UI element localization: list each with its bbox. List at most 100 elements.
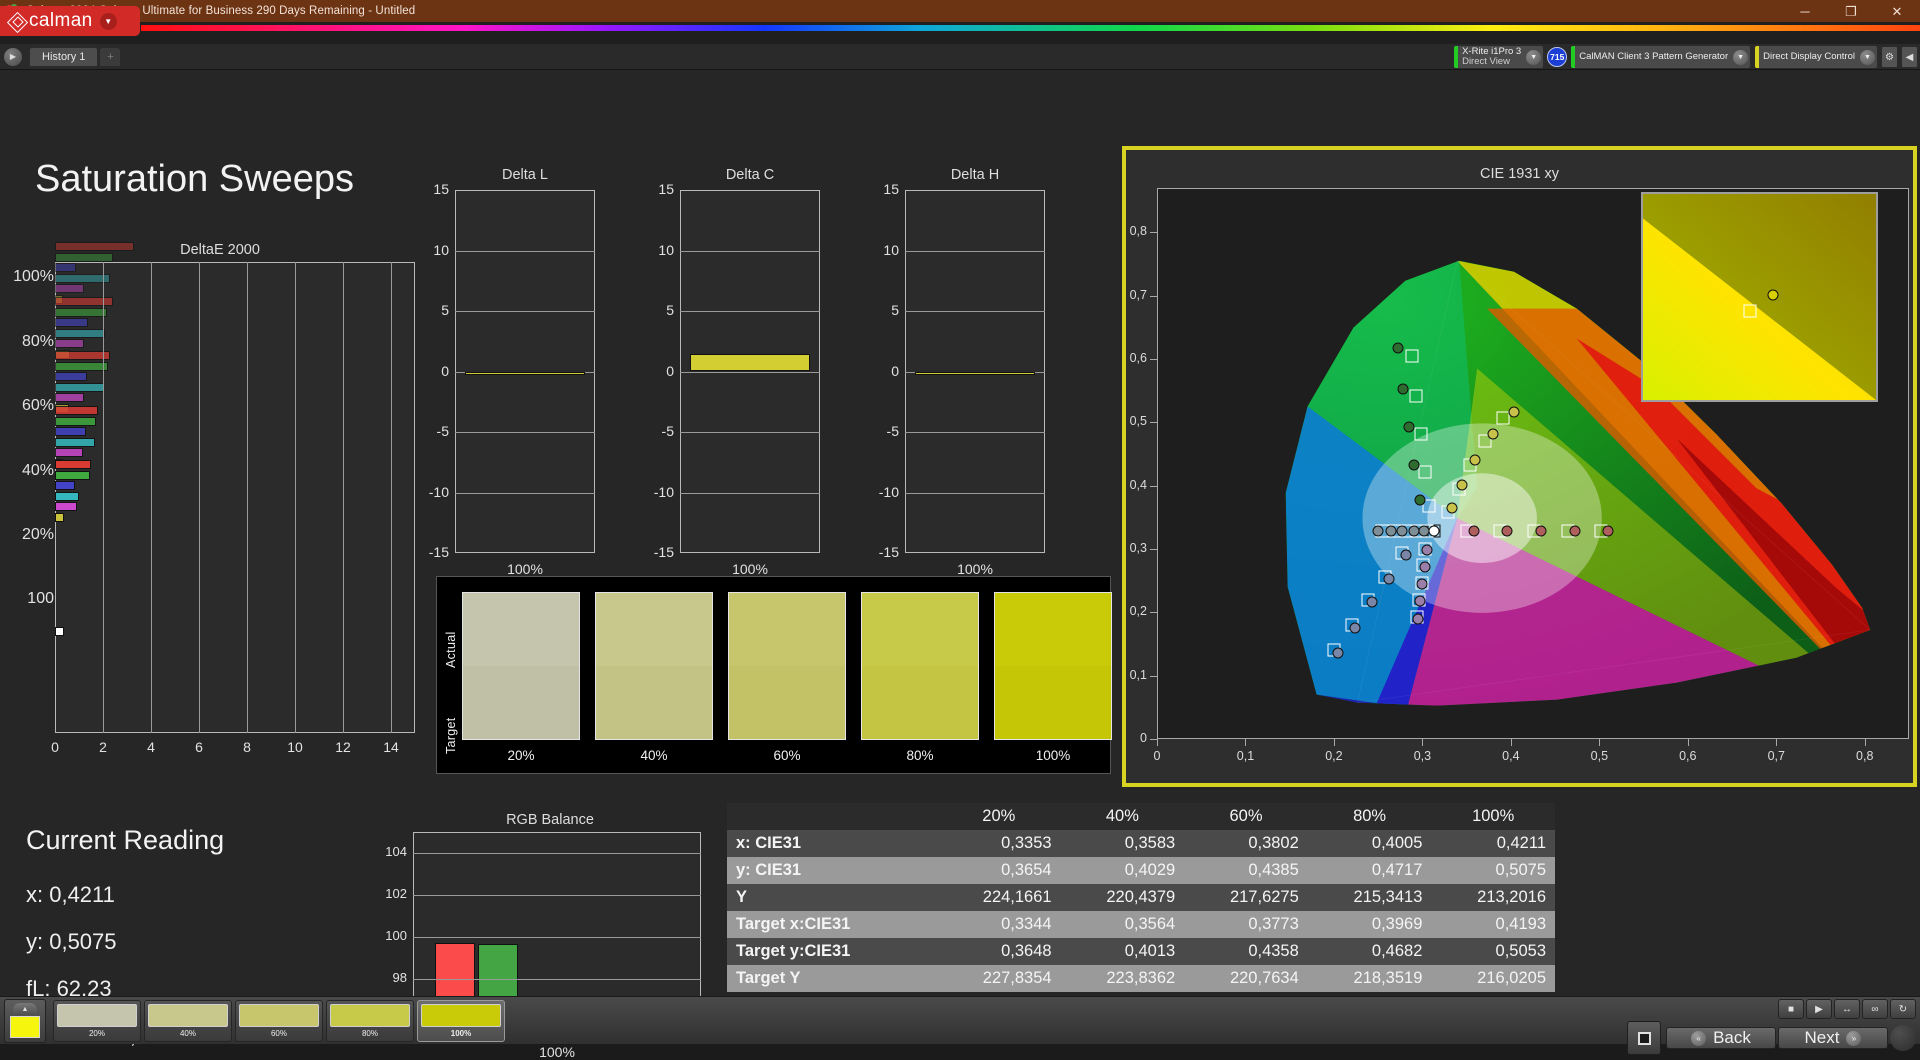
cie-target-point [1496, 411, 1510, 425]
gridline [103, 262, 104, 733]
next-label: Next [1804, 1028, 1840, 1047]
cie-measured-point [1408, 459, 1420, 471]
close-button[interactable]: ✕ [1891, 3, 1903, 19]
step-icon[interactable]: ↔ [1834, 999, 1860, 1019]
swatch-tray-item[interactable]: 60% [235, 999, 323, 1042]
restore-button[interactable]: ❐ [1845, 3, 1857, 19]
status-badge[interactable]: 715 [1547, 47, 1568, 67]
deltae-bar [55, 328, 106, 338]
swatch-tray-item[interactable]: 80% [326, 999, 414, 1042]
gridline [680, 250, 820, 252]
cie-inset-zoom[interactable] [1641, 192, 1878, 402]
table-cell: 0,3583 [1124, 834, 1176, 852]
deltae-bar [55, 273, 111, 283]
cie-x-tick: 0,4 [1502, 749, 1520, 763]
back-button[interactable]: « Back [1666, 1027, 1776, 1049]
cie-measured-point [1535, 525, 1547, 537]
deltae-bar [55, 372, 87, 382]
next-button[interactable]: Next » [1778, 1027, 1888, 1049]
loop-icon[interactable]: ∞ [1862, 999, 1888, 1019]
play-icon[interactable]: ▶ [1806, 999, 1832, 1019]
swatch-tray-item[interactable]: 100% [417, 999, 505, 1042]
add-tab-button[interactable]: + [100, 47, 121, 66]
swatch-tray-item[interactable]: 40% [144, 999, 232, 1042]
deltae-bar [55, 437, 96, 447]
cie-x-tick: 0 [1153, 749, 1161, 763]
delta-y-tick: -5 [886, 423, 899, 439]
delta-x-label: 100% [507, 561, 543, 577]
deltae-white-marker [55, 627, 64, 636]
gear-icon[interactable]: ⚙ [1881, 46, 1898, 68]
gridline [680, 432, 820, 433]
deltae-y-tick: 100 [27, 590, 54, 607]
delta-chart-title: Delta H [950, 167, 1000, 183]
swatch-actual [595, 592, 713, 666]
cie-y-tickmark [1150, 295, 1157, 297]
table-corner [727, 803, 937, 830]
minimize-button[interactable]: ─ [1800, 3, 1810, 19]
cie-measured-point [1366, 596, 1378, 608]
gridline [680, 371, 820, 373]
deltae-x-tick: 6 [195, 739, 203, 755]
gridline [455, 250, 595, 252]
delta-bar [690, 353, 810, 372]
swatch-tray-label: 20% [88, 1028, 105, 1038]
cie-y-tick: 0,4 [1129, 477, 1147, 492]
table-cell: 0,4385 [1248, 861, 1299, 879]
cie-x-tickmark [1776, 739, 1778, 746]
delta-y-tick: 5 [441, 302, 449, 318]
deltae-y-tick: 20% [21, 526, 54, 543]
stop-icon[interactable]: ■ [1778, 999, 1804, 1019]
deltae-y-tick: 80% [21, 333, 54, 350]
cie-target-point [1422, 499, 1436, 513]
cie-y-tick: 0,2 [1129, 604, 1147, 619]
table-header-row: 20% 40% 60% 80% 100% [727, 803, 1555, 830]
cie-y-tick: 0,1 [1129, 667, 1147, 682]
swatch-percent-label: 100% [1035, 748, 1071, 763]
gridline [680, 311, 820, 312]
expand-swatch-tray-button[interactable]: ▲ [4, 998, 46, 1043]
cie-target-point [1478, 434, 1492, 448]
table-row: Y 224,1661 220,4379 217,6275 215,3413 213,201… [727, 884, 1555, 911]
chevron-down-icon[interactable]: ▼ [99, 12, 117, 30]
deltae-y-tick: 100% [13, 268, 54, 285]
pattern-generator-selector[interactable]: CalMAN Client 3 Pattern Generator ▼ [1570, 45, 1752, 69]
display-control-selector[interactable]: Direct Display Control ▼ [1754, 45, 1878, 69]
calman-logo-button[interactable]: calman ▼ [0, 6, 140, 36]
navigation-button-row: « Back Next » [1627, 1021, 1916, 1055]
gridline [455, 432, 595, 433]
table-row-label: x: CIE31 [736, 834, 802, 852]
gridline [391, 262, 392, 733]
tab-history-1[interactable]: History 1 [29, 47, 99, 66]
cie-measured-point [1469, 454, 1481, 466]
swatch-percent-label: 80% [906, 748, 934, 763]
swatch-target [994, 666, 1112, 740]
collapse-panel-icon[interactable]: ◀ [1901, 46, 1918, 68]
cie-x-tick: 0,5 [1590, 749, 1609, 763]
bottom-toolbar: ▲ 20% 40% 60% 80% 100% ■ ▶ ↔ ∞ ↻ « Back Next » [0, 996, 1920, 1055]
chevron-down-icon[interactable]: ▼ [1526, 49, 1542, 65]
refresh-icon[interactable]: ↻ [1890, 999, 1916, 1019]
settings-knob[interactable] [1890, 1025, 1916, 1051]
table-cell: 0,4211 [1496, 834, 1546, 852]
gridline [151, 262, 152, 733]
deltae-bar [55, 339, 84, 349]
chevron-down-icon[interactable]: ▼ [1733, 49, 1749, 65]
deltae-x-tick: 4 [147, 739, 155, 755]
meter-selector[interactable]: X-Rite i1Pro 3 Direct View ▼ [1453, 45, 1545, 69]
meter-mode: Direct View [1462, 56, 1510, 67]
stop-measurement-button[interactable] [1627, 1021, 1661, 1055]
cie-target-point [1414, 427, 1428, 441]
workspace: Saturation Sweeps DeltaE 2000 0 2 4 6 8 10 12 1… [0, 70, 1920, 1060]
swatch-tray-item[interactable]: 20% [53, 999, 141, 1042]
cie-y-tickmark [1150, 359, 1157, 360]
cie-measured-point [1385, 525, 1397, 537]
delta-y-tick: 10 [433, 241, 449, 258]
cie-x-tick: 0,2 [1325, 749, 1343, 763]
history-nav-icon[interactable]: ▶ [3, 46, 23, 67]
gridline [455, 492, 595, 494]
main-toolbar: ▶ History 1 + X-Rite i1Pro 3 Direct View… [0, 44, 1920, 70]
cie-target-point [1409, 389, 1423, 403]
chevron-down-icon[interactable]: ▼ [1860, 49, 1875, 65]
meter-name: X-Rite i1Pro 3 [1462, 46, 1522, 57]
